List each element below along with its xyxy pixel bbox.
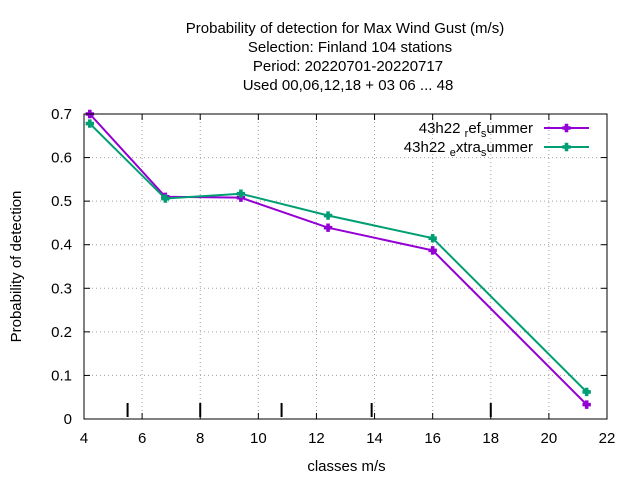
x-axis-label: classes m/s (307, 458, 385, 475)
x-tick-label: 22 (599, 430, 616, 447)
data-point (428, 233, 437, 243)
legend-label: 43h22 extrasummer (404, 139, 533, 159)
title-line-2: Selection: Finland 104 stations (248, 39, 452, 56)
title-line-3: Period: 20220701-20220717 (253, 58, 443, 75)
plot-frame (83, 113, 608, 420)
x-tick-label: 16 (424, 430, 441, 447)
class-boundary-marks (126, 403, 492, 417)
x-tick-label: 8 (196, 430, 204, 447)
legend-marker (562, 123, 571, 133)
x-tick-label: 10 (250, 430, 267, 447)
y-tick-label: 0.7 (51, 106, 72, 123)
axis-ticks: 4 6 8 10 12 14 16 18 20 22 0 0.1 0.2 0.3 0.4 0.5 0.6 0.7 (51, 106, 615, 447)
y-tick-label: 0.5 (51, 193, 72, 210)
y-tick-label: 0.2 (51, 324, 72, 341)
chart-title: Probability of detection for Max Wind Gu… (186, 20, 504, 94)
title-line-4: Used 00,06,12,18 + 03 06 ... 48 (243, 77, 454, 94)
legend-label: 43h22 refsummer (419, 120, 533, 140)
data-point (323, 223, 333, 232)
data-point (236, 189, 246, 198)
data-point (323, 211, 333, 220)
series-line-1 (89, 113, 588, 406)
x-tick-label: 20 (541, 430, 558, 447)
y-tick-label: 0.3 (51, 280, 72, 297)
data-point (582, 400, 591, 409)
x-tick-label: 12 (308, 430, 325, 447)
x-tick-label: 18 (482, 430, 499, 447)
data-point (428, 246, 437, 255)
data-point (582, 387, 591, 397)
y-tick-label: 0.6 (51, 150, 72, 167)
y-axis-label: Probability of detection (8, 191, 25, 343)
series-line-2 (89, 122, 588, 393)
y-tick-label: 0 (64, 411, 72, 428)
x-tick-label: 4 (80, 430, 88, 447)
legend-marker (562, 142, 571, 152)
x-tick-label: 6 (138, 430, 146, 447)
y-tick-label: 0.1 (51, 367, 72, 384)
data-point (85, 119, 95, 128)
data-point (161, 194, 170, 203)
title-line-1: Probability of detection for Max Wind Gu… (186, 20, 504, 37)
grid (84, 114, 607, 419)
x-tick-label: 14 (366, 430, 383, 447)
y-tick-label: 0.4 (51, 237, 72, 254)
